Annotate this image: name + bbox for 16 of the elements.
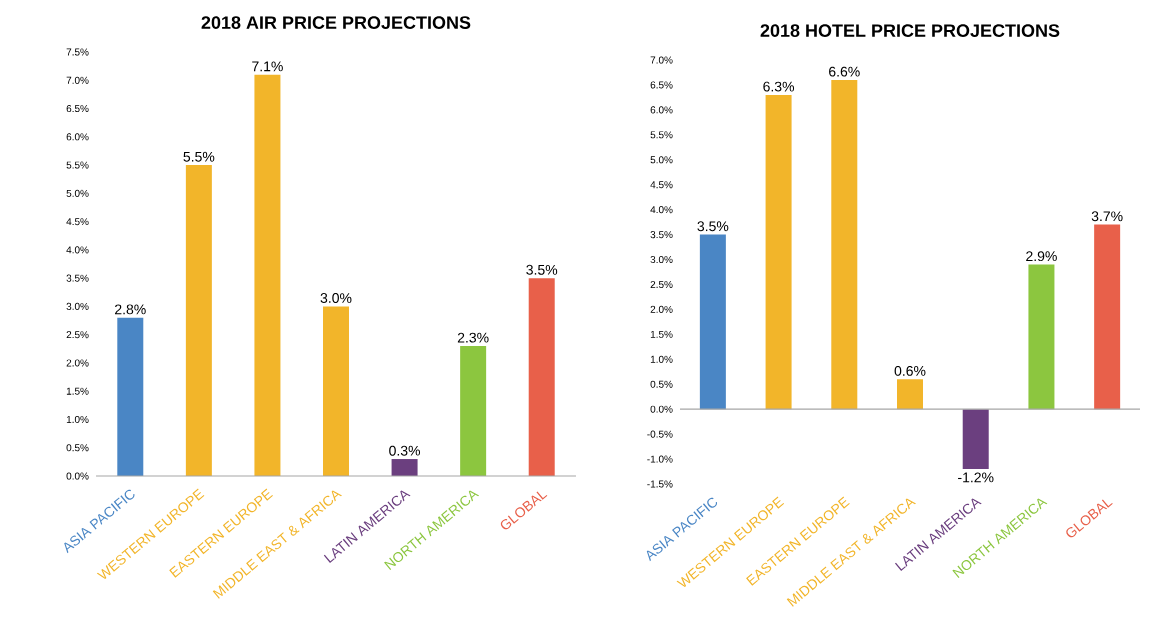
bar <box>254 74 281 476</box>
bar <box>528 278 555 476</box>
bar <box>1028 264 1055 410</box>
bar <box>391 459 418 476</box>
chart-title: 2018 HOTEL PRICE PROJECTIONS <box>760 24 1060 37</box>
bar <box>460 345 487 476</box>
bar <box>1094 224 1121 410</box>
bar <box>831 79 858 410</box>
bar <box>323 306 349 476</box>
bar <box>897 379 924 410</box>
bar <box>962 409 989 470</box>
bar <box>765 94 792 410</box>
bar <box>117 317 144 476</box>
bar <box>699 234 726 410</box>
chart-title: 2018 AIR PRICE PROJECTIONS <box>201 16 471 29</box>
bar <box>185 165 212 476</box>
